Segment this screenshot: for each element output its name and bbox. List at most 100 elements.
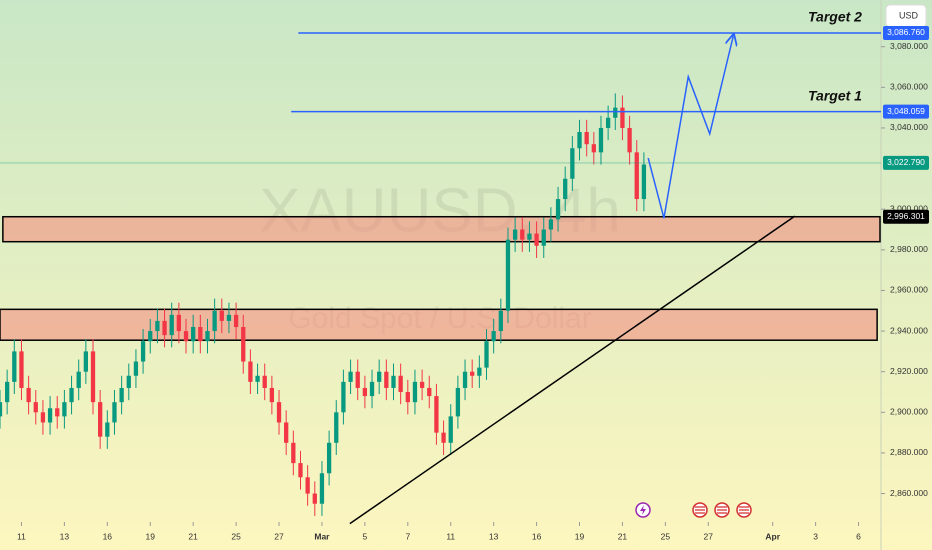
candle-body: [191, 327, 196, 342]
x-tick-label: Mar: [314, 531, 330, 541]
candle-body: [527, 233, 532, 240]
x-tick-label: 3: [813, 531, 818, 541]
candle-body: [226, 314, 232, 321]
x-tick-label: 7: [405, 531, 410, 541]
plot: 11 13 16 19 21 25 27 Mar 5 7 11 13 16 19 21 25 27 Apr 3 6 Ta…: [0, 9, 885, 541]
candle-body: [291, 442, 296, 464]
lightning: [640, 505, 646, 515]
candle-body: [555, 199, 561, 220]
candle-body: [484, 341, 489, 368]
candle-body: [219, 310, 224, 321]
candle-body: [133, 361, 139, 376]
candle-body: [434, 396, 439, 433]
candle-body: [155, 320, 160, 332]
candle-body: [98, 402, 103, 437]
candle-body: [391, 375, 396, 388]
candle-body: [362, 387, 368, 397]
x-tick-label: 5: [363, 531, 368, 541]
x-tick-label: 13: [60, 531, 70, 541]
y-tick-label: 3,000.000: [890, 203, 928, 213]
y-tick-label: 2,960.000: [890, 285, 928, 295]
candle-body: [319, 473, 325, 504]
zone: [0, 308, 878, 341]
candle-body: [69, 387, 74, 403]
y-tick-label: 2,980.000: [890, 244, 928, 254]
candle-body: [183, 331, 189, 342]
candle-body: [591, 144, 596, 153]
candle-body: [148, 331, 153, 342]
x-tick-label: 25: [661, 531, 671, 541]
price-badge: [883, 104, 929, 119]
y-tick-label: 2,860.000: [890, 488, 928, 498]
candle-body: [491, 331, 496, 342]
candle-body: [398, 375, 403, 393]
candle-body: [448, 416, 453, 443]
candle-body: [33, 402, 38, 413]
y-tick-label: 2,920.000: [890, 366, 928, 376]
candle-body: [405, 392, 410, 403]
candle-body: [0, 402, 3, 417]
candle-body: [520, 229, 525, 240]
x-tick-label: 19: [575, 531, 585, 541]
candle-body: [305, 477, 310, 494]
candle-body: [162, 320, 167, 336]
event-icons: [635, 502, 752, 518]
candle-body: [334, 412, 339, 443]
price-badge-label: 3,048.059: [887, 106, 925, 116]
x-tick-label: 16: [532, 531, 542, 541]
currency: USD: [899, 10, 919, 20]
price-badge-label: 3,086.760: [887, 27, 925, 37]
trendline: [349, 215, 796, 525]
y-tick-label: 2,900.000: [890, 407, 928, 417]
flag-stripes: [695, 506, 749, 514]
candle-body: [470, 371, 475, 376]
candle-body: [563, 178, 568, 200]
candle-body: [548, 219, 554, 230]
candle-body: [455, 387, 461, 417]
candle-body: [26, 387, 31, 403]
candle-body: [12, 351, 17, 382]
candle-body: [598, 127, 604, 153]
candle-body: [412, 381, 418, 403]
candle-body: [83, 351, 88, 372]
candle-body: [55, 408, 60, 417]
candle-body: [384, 371, 389, 388]
projection-path: [647, 36, 733, 219]
x-tick-label: 16: [103, 531, 113, 541]
candle-body: [298, 463, 303, 478]
x-tick-label: 27: [704, 531, 714, 541]
candle-body: [90, 351, 96, 403]
candle-body: [276, 402, 282, 423]
price-badge-label: 2,996.301: [887, 211, 925, 221]
candle-body: [233, 314, 239, 328]
candle-body: [176, 314, 182, 332]
candle-body: [40, 412, 46, 423]
x-tick-label: 19: [146, 531, 156, 541]
x-tick-label: 11: [446, 531, 455, 541]
x-tick-label: Apr: [765, 531, 780, 541]
candle-body: [241, 327, 246, 362]
candle-body: [112, 402, 117, 423]
candle-body: [627, 127, 632, 153]
price-badge: [883, 209, 929, 224]
candle-body: [541, 229, 546, 246]
candle-body: [605, 117, 611, 128]
candle-body: [441, 432, 446, 443]
candle-body: [505, 239, 511, 311]
x-tick-label: 25: [231, 531, 241, 541]
x-tick-label: 27: [274, 531, 284, 541]
price-badge: [883, 25, 929, 40]
x-tick-label: 6: [856, 531, 861, 541]
candle-body: [613, 107, 618, 118]
candle-body: [620, 107, 625, 128]
candle-body: [76, 371, 81, 388]
candle-body: [369, 381, 375, 397]
candle-body: [140, 341, 146, 362]
candle-body: [348, 371, 353, 382]
candle-body: [534, 233, 539, 246]
candle-body: [570, 148, 575, 179]
x-tick-label: 21: [188, 531, 198, 541]
candle-body: [341, 381, 346, 413]
